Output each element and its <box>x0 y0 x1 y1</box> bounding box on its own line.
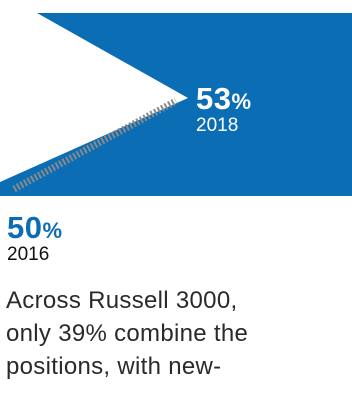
caption-line-3: positions, with new- <box>6 353 222 380</box>
stat-2018: 53% 2018 <box>196 83 252 135</box>
white-card-area <box>0 196 346 395</box>
stat-2016-year: 2016 <box>7 244 50 265</box>
caption-line-2: only 39% combine the <box>6 320 249 347</box>
stat-2018-percent: 53% <box>196 83 252 114</box>
caption-line-1: Across Russell 3000, <box>6 287 238 314</box>
caption-text: Across Russell 3000, only 39% combine th… <box>6 284 346 383</box>
trend-connector-line <box>12 97 178 193</box>
stat-2018-value: 53 <box>196 81 232 116</box>
stat-2016-unit: % <box>42 218 63 243</box>
stat-2016-percent: 50% <box>7 212 63 243</box>
stat-2016: 50% 2016 <box>7 212 63 264</box>
stat-2016-value: 50 <box>7 210 43 245</box>
stat-2018-year: 2018 <box>196 115 239 136</box>
stat-2018-unit: % <box>231 89 252 114</box>
